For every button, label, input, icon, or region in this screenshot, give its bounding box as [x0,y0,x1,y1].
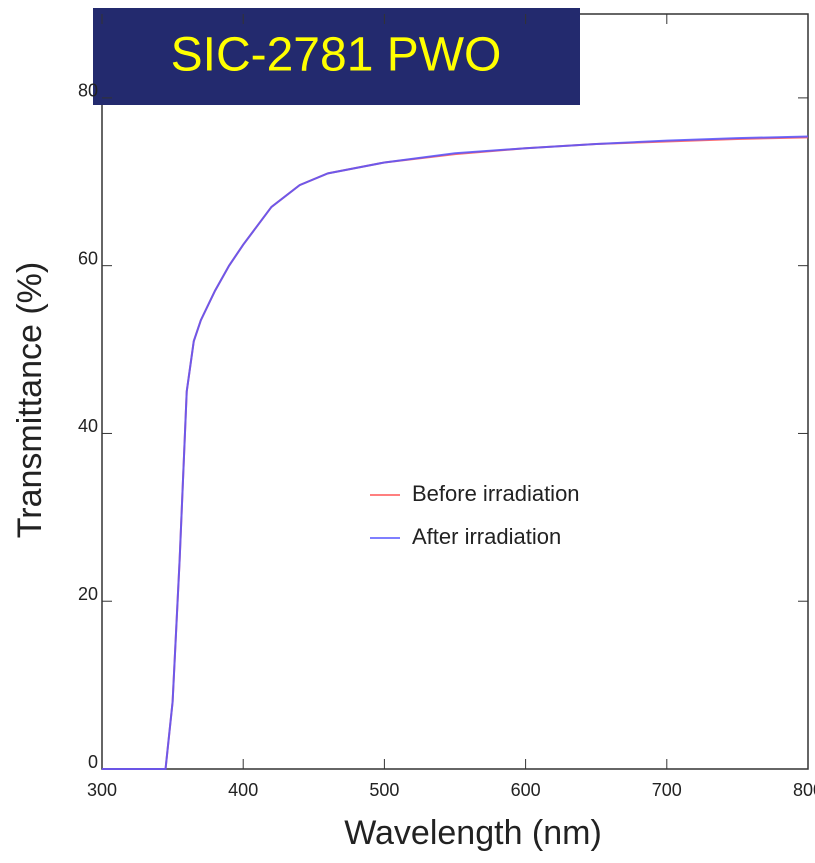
x-tick-label: 300 [87,780,117,800]
x-tick-label: 500 [369,780,399,800]
x-tick-label: 400 [228,780,258,800]
y-tick-label: 80 [78,81,98,101]
y-tick-label: 20 [78,584,98,604]
legend-label: Before irradiation [412,481,580,506]
data-line [102,135,809,770]
y-axis-title: Transmittance (%) [11,262,49,538]
legend-label: After irradiation [412,524,561,549]
y-tick-label: 60 [78,248,98,268]
x-tick-label: 600 [511,780,541,800]
title-box [93,8,580,105]
x-tick-label: 800 [793,780,815,800]
y-tick-label: 0 [88,752,98,772]
y-tick-label: 40 [78,416,98,436]
plot-frame [101,13,809,770]
x-tick-label: 700 [652,780,682,800]
data-line [102,136,809,770]
x-axis-title: Wavelength (nm) [344,814,602,852]
chart-title: SIC-2781 PWO [171,29,502,82]
